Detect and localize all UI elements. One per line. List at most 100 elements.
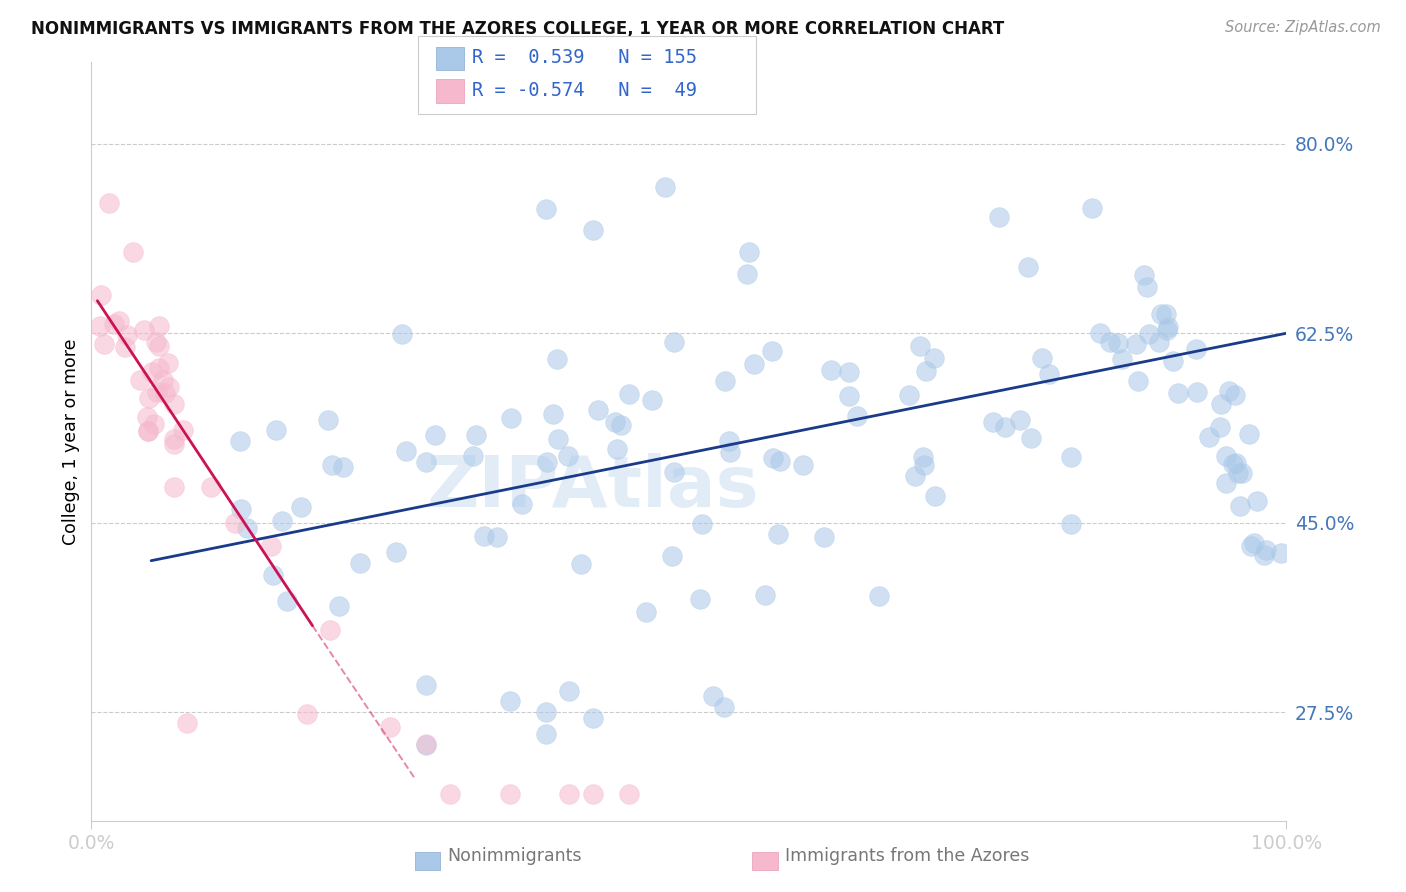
Point <box>813 530 835 544</box>
Point <box>1243 536 1265 550</box>
Point <box>156 356 179 370</box>
Point <box>142 417 165 431</box>
Point <box>415 678 437 692</box>
Point <box>1019 431 1042 445</box>
Point <box>1031 351 1053 365</box>
Point <box>439 787 461 801</box>
Point <box>742 357 765 371</box>
Point <box>1218 384 1240 398</box>
Point <box>1154 307 1177 321</box>
Point <box>1060 516 1083 531</box>
Point <box>332 459 354 474</box>
Point <box>1156 323 1178 337</box>
Point <box>924 351 946 366</box>
Point <box>1230 467 1253 481</box>
Point <box>845 409 868 423</box>
Point <box>606 442 628 456</box>
Point <box>148 319 170 334</box>
Point <box>898 387 921 401</box>
Point <box>1125 337 1147 351</box>
Point <box>1185 385 1208 400</box>
Point <box>1098 334 1121 349</box>
Point <box>766 527 789 541</box>
Point <box>1167 386 1189 401</box>
Point <box>654 180 676 194</box>
Point <box>378 720 402 734</box>
Point <box>108 313 131 327</box>
Point <box>662 465 685 479</box>
Point <box>152 373 174 387</box>
Point <box>713 374 735 388</box>
Point <box>924 489 946 503</box>
Point <box>394 444 416 458</box>
Point <box>988 210 1011 224</box>
Text: Source: ZipAtlas.com: Source: ZipAtlas.com <box>1225 20 1381 35</box>
Point <box>172 423 194 437</box>
Text: R = -0.574   N =  49: R = -0.574 N = 49 <box>472 80 697 100</box>
Point <box>415 455 437 469</box>
Point <box>792 458 814 472</box>
Point <box>702 689 724 703</box>
Point <box>914 458 936 472</box>
Text: NONIMMIGRANTS VS IMMIGRANTS FROM THE AZORES COLLEGE, 1 YEAR OR MORE CORRELATION : NONIMMIGRANTS VS IMMIGRANTS FROM THE AZO… <box>31 20 1004 37</box>
Point <box>582 223 605 237</box>
Point <box>423 427 446 442</box>
Point <box>636 605 658 619</box>
Point <box>534 727 557 741</box>
Point <box>328 599 350 614</box>
Point <box>415 737 437 751</box>
Point <box>754 588 776 602</box>
Point <box>1137 326 1160 341</box>
Point <box>1215 475 1237 490</box>
Point <box>690 516 713 531</box>
Point <box>103 317 125 331</box>
Point <box>321 458 343 473</box>
Point <box>558 787 581 801</box>
Point <box>290 500 312 515</box>
Point <box>609 417 631 432</box>
Point <box>908 338 931 352</box>
Point <box>498 787 520 801</box>
Point <box>145 335 167 350</box>
Point <box>534 202 557 216</box>
Point <box>582 787 605 801</box>
Point <box>1185 342 1208 356</box>
Point <box>558 683 581 698</box>
Point <box>1215 450 1237 464</box>
Point <box>136 410 159 425</box>
Point <box>605 415 627 429</box>
Point <box>911 450 934 464</box>
Point <box>270 515 292 529</box>
Point <box>157 380 180 394</box>
Point <box>661 549 683 564</box>
Point <box>98 196 121 211</box>
Point <box>461 449 484 463</box>
Point <box>229 434 252 448</box>
Point <box>1133 268 1156 283</box>
Point <box>90 288 112 302</box>
Point <box>200 480 222 494</box>
Point <box>319 624 342 638</box>
Point <box>465 427 488 442</box>
Point <box>1008 412 1031 426</box>
Point <box>569 557 592 571</box>
Point <box>981 415 1004 429</box>
Point <box>349 556 371 570</box>
Point <box>114 340 136 354</box>
Point <box>163 432 186 446</box>
Point <box>128 373 150 387</box>
Point <box>547 432 569 446</box>
Point <box>259 539 281 553</box>
Point <box>1150 307 1173 321</box>
Point <box>498 694 520 708</box>
Point <box>838 388 860 402</box>
Point <box>1161 354 1184 368</box>
Point <box>994 420 1017 434</box>
Point <box>1080 201 1102 215</box>
Point <box>141 365 163 379</box>
Point <box>1225 388 1247 402</box>
Point <box>1198 430 1220 444</box>
Point <box>619 787 641 801</box>
Point <box>536 455 558 469</box>
Point <box>769 453 792 467</box>
